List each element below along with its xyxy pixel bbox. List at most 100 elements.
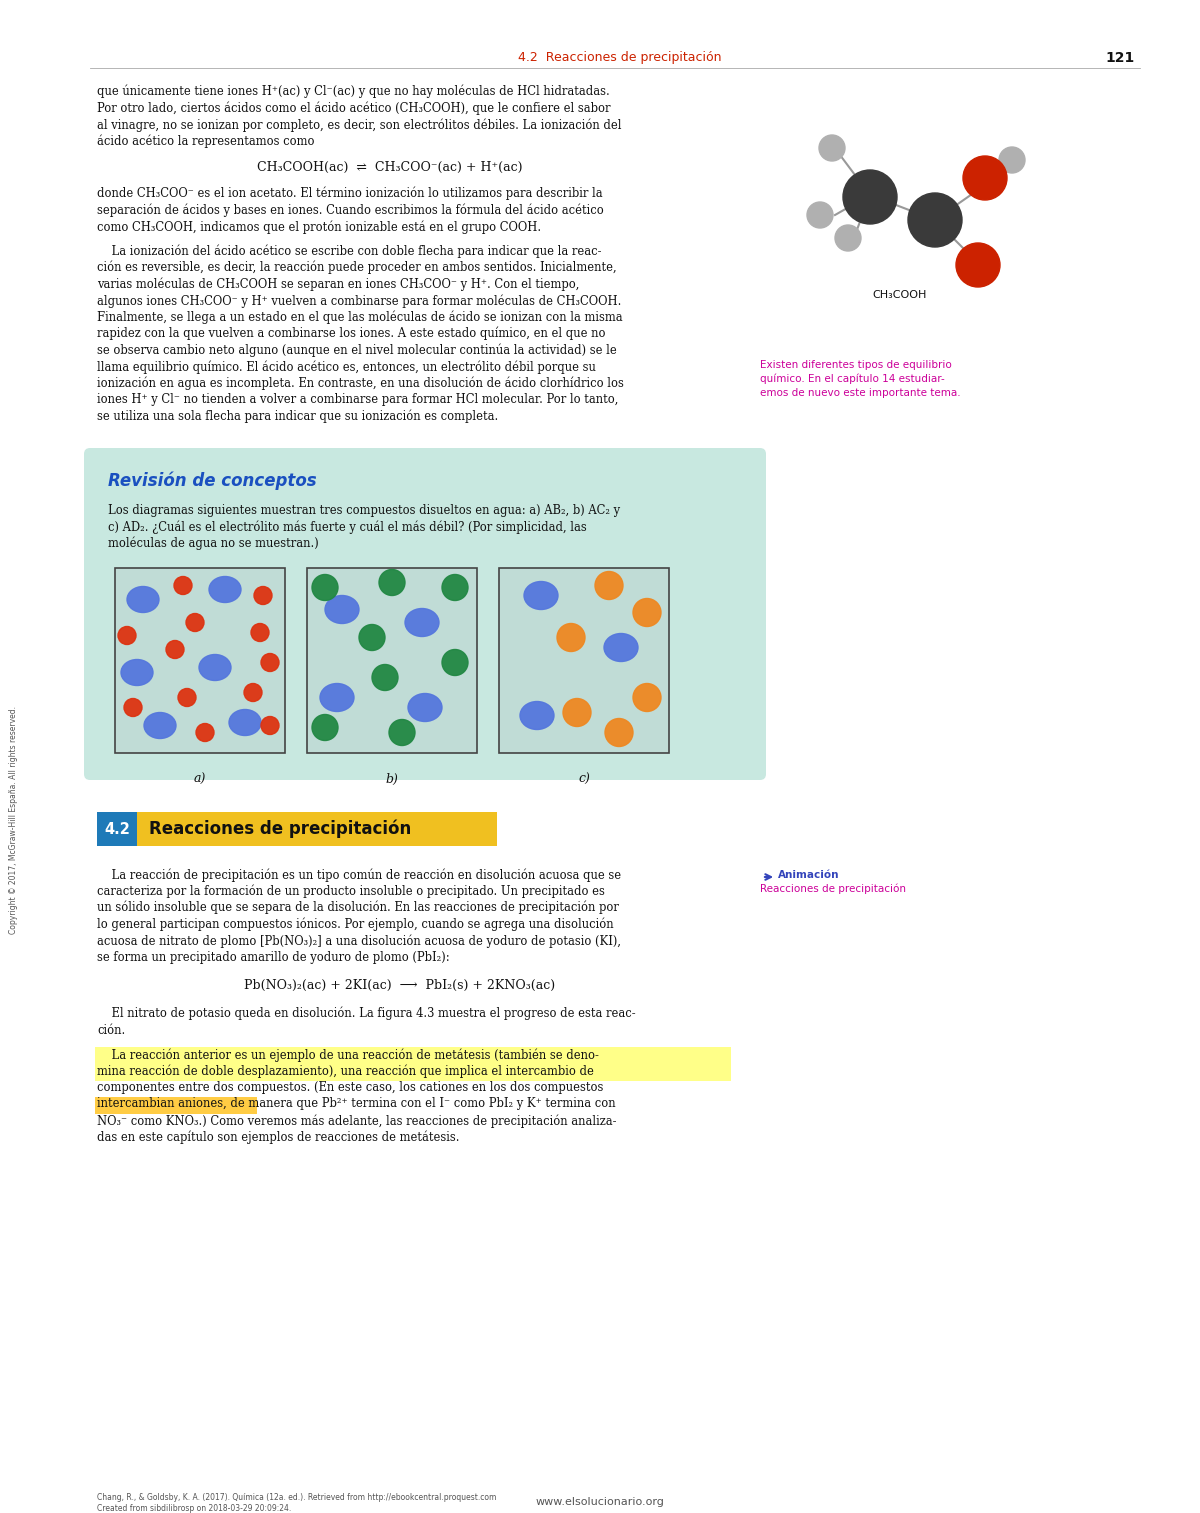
Ellipse shape xyxy=(604,634,638,661)
Text: Reacciones de precipitación: Reacciones de precipitación xyxy=(760,884,906,894)
Circle shape xyxy=(186,613,204,631)
Circle shape xyxy=(998,147,1025,172)
Ellipse shape xyxy=(209,576,241,602)
Ellipse shape xyxy=(144,713,176,738)
Text: Pb(NO₃)₂(ac) + 2KI(ac)  ⟶  PbI₂(s) + 2KNO₃(ac): Pb(NO₃)₂(ac) + 2KI(ac) ⟶ PbI₂(s) + 2KNO₃… xyxy=(245,979,556,993)
Bar xyxy=(307,567,478,752)
Circle shape xyxy=(174,576,192,595)
Text: Existen diferentes tipos de equilibrio: Existen diferentes tipos de equilibrio xyxy=(760,360,952,371)
Bar xyxy=(97,812,137,846)
Text: Finalmente, se llega a un estado en el que las moléculas de ácido se ionizan con: Finalmente, se llega a un estado en el q… xyxy=(97,310,623,324)
Circle shape xyxy=(956,244,1000,287)
Text: Por otro lado, ciertos ácidos como el ácido acético (CH₃COOH), que le confiere e: Por otro lado, ciertos ácidos como el ác… xyxy=(97,101,611,115)
Text: El nitrato de potasio queda en disolución. La figura 4.3 muestra el progreso de : El nitrato de potasio queda en disolució… xyxy=(97,1008,636,1020)
Text: Copyright © 2017, McGraw-Hill España. All rights reserved.: Copyright © 2017, McGraw-Hill España. Al… xyxy=(10,707,18,934)
Text: mina reacción de doble desplazamiento), una reacción que implica el intercambio : mina reacción de doble desplazamiento), … xyxy=(97,1065,594,1077)
Text: lo general participan compuestos iónicos. Por ejemplo, cuando se agrega una diso: lo general participan compuestos iónicos… xyxy=(97,917,613,930)
Circle shape xyxy=(389,720,415,746)
Circle shape xyxy=(842,169,898,224)
Circle shape xyxy=(244,684,262,702)
Circle shape xyxy=(634,684,661,711)
Text: Chang, R., & Goldsby, K. A. (2017). Química (12a. ed.). Retrieved from http://eb: Chang, R., & Goldsby, K. A. (2017). Quím… xyxy=(97,1493,497,1502)
Circle shape xyxy=(312,714,338,740)
Text: acuosa de nitrato de plomo [Pb(NO₃)₂] a una disolución acuosa de yoduro de potas: acuosa de nitrato de plomo [Pb(NO₃)₂] a … xyxy=(97,934,622,947)
Circle shape xyxy=(605,719,634,746)
Circle shape xyxy=(557,623,586,652)
Circle shape xyxy=(835,225,862,251)
Text: NO₃⁻ como KNO₃.) Como veremos más adelante, las reacciones de precipitación anal: NO₃⁻ como KNO₃.) Como veremos más adelan… xyxy=(97,1114,617,1127)
Bar xyxy=(499,567,670,752)
Circle shape xyxy=(196,723,214,741)
Ellipse shape xyxy=(199,655,230,681)
Circle shape xyxy=(442,649,468,675)
Ellipse shape xyxy=(127,587,158,613)
Text: 4.2  Reacciones de precipitación: 4.2 Reacciones de precipitación xyxy=(518,51,721,65)
Text: ácido acético la representamos como: ácido acético la representamos como xyxy=(97,135,314,148)
Circle shape xyxy=(178,688,196,707)
Circle shape xyxy=(359,625,385,651)
Circle shape xyxy=(262,717,278,734)
Text: CH₃COOH(ac)  ⇌  CH₃COO⁻(ac) + H⁺(ac): CH₃COOH(ac) ⇌ CH₃COO⁻(ac) + H⁺(ac) xyxy=(257,160,523,174)
Text: moléculas de agua no se muestran.): moléculas de agua no se muestran.) xyxy=(108,537,319,551)
Text: Created from sibdilibrosp on 2018-03-29 20:09:24.: Created from sibdilibrosp on 2018-03-29 … xyxy=(97,1504,292,1513)
Bar xyxy=(95,1047,731,1065)
Circle shape xyxy=(442,575,468,601)
Text: www.elsolucionario.org: www.elsolucionario.org xyxy=(535,1496,665,1507)
Ellipse shape xyxy=(524,581,558,610)
Text: componentes entre dos compuestos. (En este caso, los cationes en los dos compues: componentes entre dos compuestos. (En es… xyxy=(97,1080,604,1094)
Text: La reacción anterior es un ejemplo de una reacción de metátesis (también se deno: La reacción anterior es un ejemplo de un… xyxy=(97,1049,599,1062)
Circle shape xyxy=(372,664,398,690)
Text: caracteriza por la formación de un producto insoluble o precipitado. Un precipit: caracteriza por la formación de un produ… xyxy=(97,885,605,899)
Text: Revisión de conceptos: Revisión de conceptos xyxy=(108,472,317,490)
Circle shape xyxy=(563,699,592,726)
Text: intercambian aniones, de manera que Pb²⁺ termina con el I⁻ como PbI₂ y K⁺ termin: intercambian aniones, de manera que Pb²⁺… xyxy=(97,1097,616,1111)
Text: algunos iones CH₃COO⁻ y H⁺ vuelven a combinarse para formar moléculas de CH₃COOH: algunos iones CH₃COO⁻ y H⁺ vuelven a com… xyxy=(97,294,622,307)
Text: 121: 121 xyxy=(1105,51,1135,65)
Text: al vinagre, no se ionizan por completo, es decir, son electrólitos débiles. La i: al vinagre, no se ionizan por completo, … xyxy=(97,118,622,132)
Bar xyxy=(95,1064,731,1080)
Text: Animación: Animación xyxy=(778,870,840,881)
Text: un sólido insoluble que se separa de la disolución. En las reacciones de precipi: un sólido insoluble que se separa de la … xyxy=(97,902,619,914)
Circle shape xyxy=(595,572,623,599)
Text: La ionización del ácido acético se escribe con doble flecha para indicar que la : La ionización del ácido acético se escri… xyxy=(97,245,601,259)
Circle shape xyxy=(312,575,338,601)
Text: ción es reversible, es decir, la reacción puede proceder en ambos sentidos. Inic: ción es reversible, es decir, la reacció… xyxy=(97,262,617,274)
Text: ionización en agua es incompleta. En contraste, en una disolución de ácido clorh: ionización en agua es incompleta. En con… xyxy=(97,377,624,390)
Bar xyxy=(95,1097,257,1114)
Circle shape xyxy=(254,587,272,605)
Text: como CH₃COOH, indicamos que el protón ionizable está en el grupo COOH.: como CH₃COOH, indicamos que el protón io… xyxy=(97,219,541,233)
Text: Reacciones de precipitación: Reacciones de precipitación xyxy=(149,820,412,838)
Text: se forma un precipitado amarillo de yoduro de plomo (PbI₂):: se forma un precipitado amarillo de yodu… xyxy=(97,950,450,964)
Text: donde CH₃COO⁻ es el ion acetato. El término ionización lo utilizamos para descri: donde CH₃COO⁻ es el ion acetato. El térm… xyxy=(97,188,602,201)
Text: que únicamente tiene iones H⁺(ac) y Cl⁻(ac) y que no hay moléculas de HCl hidrat: que únicamente tiene iones H⁺(ac) y Cl⁻(… xyxy=(97,85,610,98)
Circle shape xyxy=(379,569,406,596)
Circle shape xyxy=(166,640,184,658)
Text: varias moléculas de CH₃COOH se separan en iones CH₃COO⁻ y H⁺. Con el tiempo,: varias moléculas de CH₃COOH se separan e… xyxy=(97,277,580,290)
Text: iones H⁺ y Cl⁻ no tienden a volver a combinarse para formar HCl molecular. Por l: iones H⁺ y Cl⁻ no tienden a volver a com… xyxy=(97,393,618,405)
Circle shape xyxy=(262,654,278,672)
Ellipse shape xyxy=(229,710,262,735)
Circle shape xyxy=(808,203,833,228)
Text: se observa cambio neto alguno (aunque en el nivel molecular continúa la activida: se observa cambio neto alguno (aunque en… xyxy=(97,343,617,357)
Text: se utiliza una sola flecha para indicar que su ionización es completa.: se utiliza una sola flecha para indicar … xyxy=(97,410,498,424)
Text: a): a) xyxy=(194,773,206,785)
Ellipse shape xyxy=(320,684,354,711)
Bar xyxy=(115,567,286,752)
Circle shape xyxy=(124,699,142,717)
Text: c): c) xyxy=(578,773,590,785)
Circle shape xyxy=(908,194,962,247)
Text: separación de ácidos y bases en iones. Cuando escribimos la fórmula del ácido ac: separación de ácidos y bases en iones. C… xyxy=(97,204,604,216)
Text: llama equilibrio químico. El ácido acético es, entonces, un electrólito débil po: llama equilibrio químico. El ácido acéti… xyxy=(97,360,596,374)
Bar xyxy=(137,812,497,846)
Ellipse shape xyxy=(520,702,554,729)
Text: ción.: ción. xyxy=(97,1023,125,1036)
Text: Los diagramas siguientes muestran tres compuestos disueltos en agua: a) AB₂, b) : Los diagramas siguientes muestran tres c… xyxy=(108,504,620,517)
Circle shape xyxy=(818,135,845,160)
Text: 4.2: 4.2 xyxy=(104,822,130,837)
Ellipse shape xyxy=(406,608,439,637)
Text: CH₃COOH: CH₃COOH xyxy=(872,290,928,300)
Text: La reacción de precipitación es un tipo común de reacción en disolución acuosa q: La reacción de precipitación es un tipo … xyxy=(97,868,622,882)
Ellipse shape xyxy=(121,660,154,685)
Circle shape xyxy=(634,599,661,626)
Text: rapidez con la que vuelven a combinarse los iones. A este estado químico, en el : rapidez con la que vuelven a combinarse … xyxy=(97,327,606,340)
